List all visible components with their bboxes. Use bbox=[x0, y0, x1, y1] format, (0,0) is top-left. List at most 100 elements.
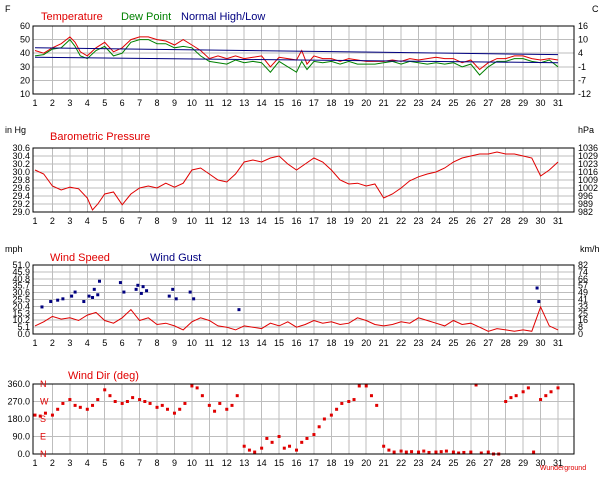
y-tick-label-right: 57 bbox=[578, 281, 588, 291]
y-tick-label-left: 30.0 bbox=[12, 167, 30, 177]
data-point bbox=[410, 450, 414, 454]
x-tick-label: 15 bbox=[274, 98, 284, 108]
data-point bbox=[183, 401, 187, 405]
data-point bbox=[225, 407, 229, 411]
y-tick-label-right: 4 bbox=[578, 48, 583, 58]
y-tick-label-left: 10.2 bbox=[12, 315, 30, 325]
data-point bbox=[96, 293, 100, 297]
y-tick-label-left: 30.6 bbox=[12, 288, 30, 298]
x-tick-label: 31 bbox=[553, 216, 563, 226]
temperature-series bbox=[34, 36, 559, 76]
data-point bbox=[317, 425, 321, 429]
x-tick-label: 1 bbox=[32, 458, 37, 468]
y-tick-label-left: 40.8 bbox=[12, 274, 30, 284]
data-point bbox=[134, 287, 138, 291]
data-point bbox=[73, 290, 77, 294]
y-tick-label-right: 1009 bbox=[578, 175, 598, 185]
x-tick-label: 15 bbox=[274, 458, 284, 468]
wind-right-unit: km/h bbox=[580, 244, 600, 254]
data-point bbox=[526, 386, 530, 390]
data-point bbox=[160, 403, 164, 407]
x-tick-label: 17 bbox=[309, 338, 319, 348]
pressure-y-labels: 30.630.430.230.029.829.629.429.229.0 1036… bbox=[12, 143, 598, 217]
series-line bbox=[34, 305, 559, 332]
x-tick-label: 10 bbox=[187, 216, 197, 226]
x-tick-label: 12 bbox=[222, 216, 232, 226]
data-point bbox=[49, 300, 53, 304]
x-tick-label: 6 bbox=[120, 216, 125, 226]
data-point bbox=[457, 451, 461, 455]
x-tick-label: 24 bbox=[431, 338, 441, 348]
x-tick-label: 16 bbox=[291, 458, 301, 468]
data-point bbox=[70, 294, 74, 298]
x-tick-label: 2 bbox=[50, 216, 55, 226]
x-tick-label: 19 bbox=[344, 216, 354, 226]
y-tick-label-left: 29.6 bbox=[12, 183, 30, 193]
y-tick-label-right: 66 bbox=[578, 274, 588, 284]
data-point bbox=[131, 396, 135, 400]
y-tick-label-left: 30.4 bbox=[12, 151, 30, 161]
data-point bbox=[190, 384, 194, 388]
data-point bbox=[451, 450, 455, 454]
y-tick-label-left: 60 bbox=[20, 21, 30, 31]
x-tick-label: 2 bbox=[50, 458, 55, 468]
x-tick-label: 6 bbox=[120, 338, 125, 348]
data-point bbox=[61, 297, 65, 301]
data-point bbox=[192, 297, 196, 301]
data-point bbox=[282, 446, 286, 450]
y-tick-label-left: 20 bbox=[20, 75, 30, 85]
data-point bbox=[92, 287, 96, 291]
x-tick-label: 18 bbox=[326, 458, 336, 468]
x-tick-label: 25 bbox=[448, 338, 458, 348]
x-tick-label: 28 bbox=[501, 458, 511, 468]
y-tick-label-right: 82 bbox=[578, 260, 588, 270]
data-point bbox=[422, 449, 426, 453]
y-tick-label-right: 16 bbox=[578, 315, 588, 325]
wunderground-credit: Wunderground bbox=[540, 465, 586, 472]
series-line bbox=[34, 38, 559, 76]
data-point bbox=[207, 403, 211, 407]
y-tick-label-left: 30.2 bbox=[12, 159, 30, 169]
x-tick-label: 25 bbox=[448, 216, 458, 226]
data-point bbox=[43, 411, 47, 415]
y-tick-label-left: 20.4 bbox=[12, 301, 30, 311]
wind-speed-grid bbox=[33, 265, 574, 334]
y-tick-label-right: 0 bbox=[578, 329, 583, 339]
y-tick-label-right: 1036 bbox=[578, 143, 598, 153]
x-tick-label: 9 bbox=[172, 338, 177, 348]
data-point bbox=[329, 413, 333, 417]
x-tick-label: 1 bbox=[32, 338, 37, 348]
wind-dir-title: Wind Dir (deg) bbox=[68, 370, 139, 382]
data-point bbox=[347, 400, 351, 403]
y-tick-label-left: 29.0 bbox=[12, 207, 30, 217]
data-point bbox=[143, 400, 147, 403]
data-point bbox=[417, 450, 421, 454]
x-tick-label: 19 bbox=[344, 98, 354, 108]
x-tick-label: 18 bbox=[326, 216, 336, 226]
data-point bbox=[399, 449, 403, 453]
x-tick-label: 4 bbox=[85, 458, 90, 468]
y-tick-label-left: 0.0 bbox=[17, 449, 30, 459]
data-point bbox=[85, 407, 89, 411]
y-tick-label-right: 25 bbox=[578, 308, 588, 318]
data-point bbox=[479, 451, 483, 455]
y-tick-label-right: -7 bbox=[578, 75, 586, 85]
data-point bbox=[469, 450, 473, 454]
data-point bbox=[33, 413, 37, 417]
pressure-series bbox=[34, 151, 559, 211]
x-tick-label: 29 bbox=[518, 338, 528, 348]
legend-dew-point: Dew Point bbox=[121, 11, 171, 23]
x-tick-label: 3 bbox=[67, 458, 72, 468]
data-point bbox=[40, 305, 44, 309]
x-tick-label: 23 bbox=[414, 338, 424, 348]
x-tick-label: 14 bbox=[257, 338, 267, 348]
x-tick-label: 28 bbox=[501, 338, 511, 348]
data-point bbox=[200, 394, 204, 398]
data-point bbox=[322, 417, 326, 421]
x-tick-label: 10 bbox=[187, 458, 197, 468]
data-point bbox=[434, 450, 438, 454]
x-tick-label: 7 bbox=[137, 216, 142, 226]
x-tick-label: 25 bbox=[448, 98, 458, 108]
y-tick-label-left: 360.0 bbox=[7, 379, 30, 389]
data-point bbox=[218, 401, 222, 405]
